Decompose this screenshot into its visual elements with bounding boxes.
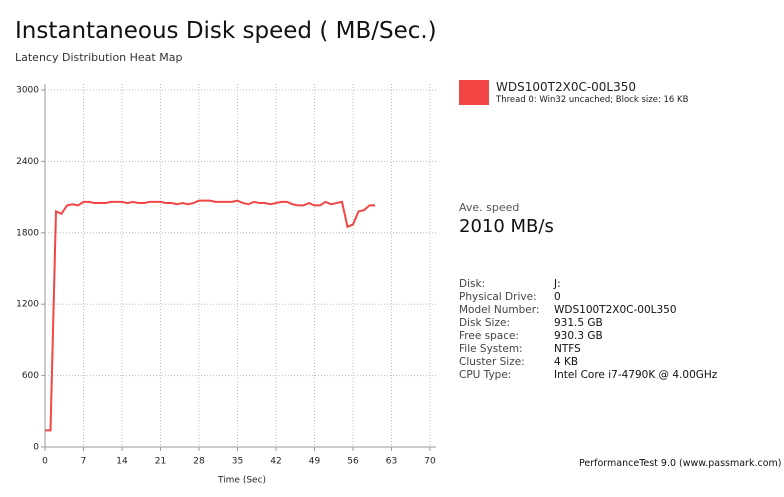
info-value: NTFS: [554, 343, 581, 355]
legend-label: WDS100T2X0C-00L350: [496, 80, 637, 94]
avg-label: Ave. speed: [459, 201, 520, 214]
y-tick-label: 0: [33, 443, 39, 453]
x-tick-label: 49: [309, 457, 321, 467]
title: Instantaneous Disk speed ( MB/Sec.): [15, 18, 437, 44]
info-value: 0: [554, 291, 561, 303]
y-tick-label: 1200: [16, 300, 39, 310]
info-row: Cluster Size: 4 KB: [459, 356, 717, 369]
x-tick-label: 28: [193, 457, 205, 467]
info-row: Physical Drive: 0: [459, 291, 717, 304]
info-value: J:: [554, 278, 561, 290]
legend-swatch: [459, 80, 489, 105]
footer: PerformanceTest 9.0 (www.passmark.com): [579, 458, 782, 469]
x-tick-label: 7: [81, 457, 87, 467]
info-row: Model Number: WDS100T2X0C-00L350: [459, 304, 717, 317]
x-tick-label: 0: [42, 457, 48, 467]
x-tick-label: 56: [347, 457, 359, 467]
subtitle: Latency Distribution Heat Map: [15, 51, 183, 64]
info-value: 930.3 GB: [554, 330, 603, 342]
avg-value: 2010 MB/s: [459, 216, 554, 237]
x-axis-label: Time (Sec): [217, 476, 266, 486]
y-tick-label: 1800: [16, 228, 39, 238]
info-key: Physical Drive:: [459, 291, 537, 303]
info-value: Intel Core i7-4790K @ 4.00GHz: [554, 369, 718, 381]
x-tick-label: 63: [386, 457, 397, 467]
info-key: Disk Size:: [459, 317, 510, 329]
info-key: File System:: [459, 343, 523, 355]
y-tick-label: 3000: [16, 86, 39, 96]
info-row: File System: NTFS: [459, 343, 717, 356]
y-tick-label: 600: [22, 371, 39, 381]
info-value: 4 KB: [554, 356, 579, 368]
x-tick-label: 14: [116, 457, 128, 467]
series-line: [45, 199, 375, 432]
info-table: Disk: J: Physical Drive: 0 Model Number: WDS1…: [459, 278, 717, 382]
info-row: Disk: J:: [459, 278, 717, 291]
x-tick-label: 35: [232, 457, 243, 467]
info-value: WDS100T2X0C-00L350: [554, 304, 677, 316]
info-key: Model Number:: [459, 304, 540, 316]
info-value: 931.5 GB: [554, 317, 603, 329]
info-key: Cluster Size:: [459, 356, 525, 368]
x-tick-label: 21: [155, 457, 166, 467]
info-key: Free space:: [459, 330, 519, 342]
info-row: Free space: 930.3 GB: [459, 330, 717, 343]
y-tick-label: 2400: [16, 157, 39, 167]
info-row: Disk Size: 931.5 GB: [459, 317, 717, 330]
x-tick-label: 42: [270, 457, 281, 467]
info-key: CPU Type:: [459, 369, 512, 381]
info-row: CPU Type: Intel Core i7-4790K @ 4.00GHz: [459, 369, 717, 382]
legend-note: Thread 0: Win32 uncached; Block size: 16…: [496, 95, 689, 105]
info-key: Disk:: [459, 278, 486, 290]
x-tick-label: 70: [424, 457, 436, 467]
